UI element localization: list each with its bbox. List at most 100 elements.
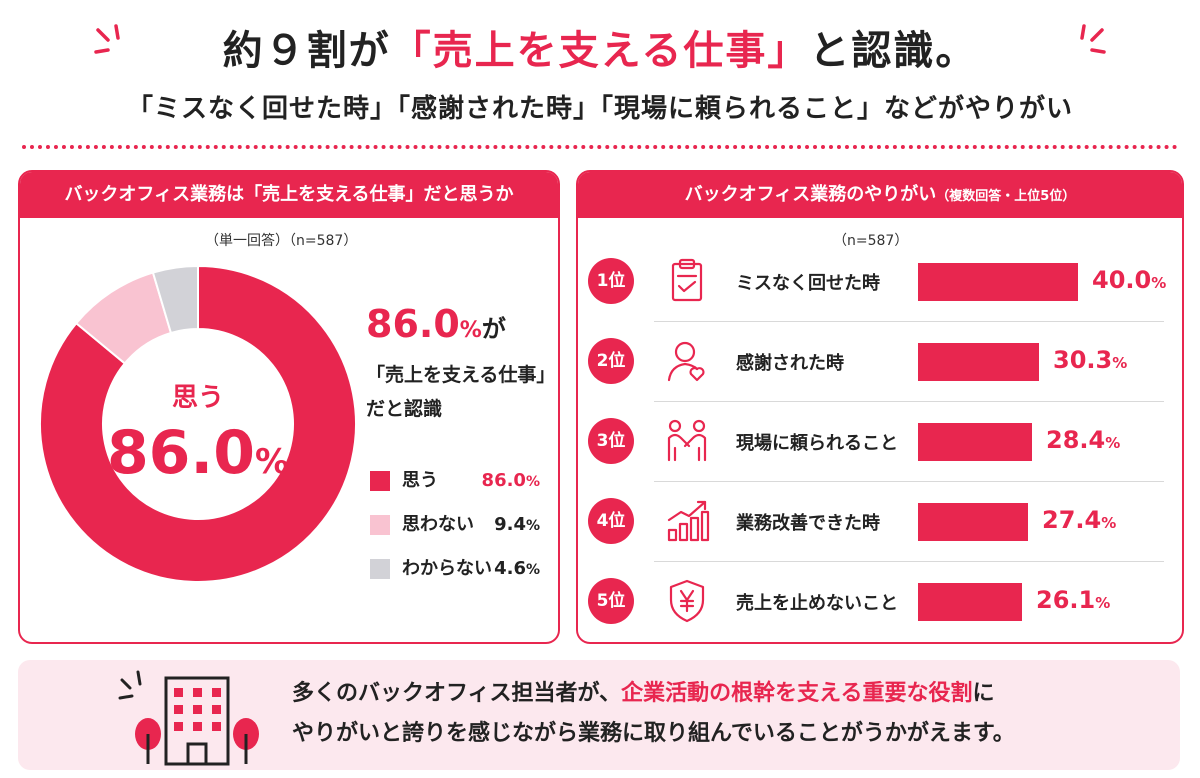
donut-legend: 思う 86.0% 思わない 9.4% わからない 4.6%: [370, 466, 540, 598]
rank-value-number: 26.1: [1036, 586, 1096, 614]
rank-label: 感謝された時: [736, 353, 844, 374]
rank-value-unit: %: [1105, 434, 1121, 452]
summary-line1-pre: 多くのバックオフィス担当者が、: [292, 681, 622, 706]
summary-box: 多くのバックオフィス担当者が、企業活動の根幹を支える重要な役割に やりがいと誇り…: [18, 660, 1180, 770]
person-heart-icon: [667, 341, 705, 382]
left-panel-heading: バックオフィス業務は「売上を支える仕事」だと思うか: [20, 172, 558, 218]
rank-bar: [918, 423, 1032, 461]
rank-separator: [654, 401, 1164, 402]
rank-value: 27.4%: [1042, 506, 1116, 534]
legend-swatch: [370, 559, 390, 579]
rank-separator: [654, 561, 1164, 562]
rank-value: 40.0%: [1092, 266, 1166, 294]
rank-badge: 4位: [588, 498, 634, 544]
rank-row: 1位 ミスなく回せた時 40.0%: [578, 242, 1182, 322]
page-subtitle: 「ミスなく回せた時」「感謝された時」「現場に頼られること」などがやりがい: [126, 94, 1073, 124]
donut-center-label: 思う: [171, 383, 224, 413]
legend-label: 思わない: [402, 514, 474, 535]
rank-bar: [918, 343, 1039, 381]
rank-badge: 3位: [588, 418, 634, 464]
rank-value-unit: %: [1151, 274, 1167, 292]
legend-value-number: 86.0: [481, 470, 526, 491]
legend-value-number: 9.4: [494, 514, 526, 535]
title-post: と認識。: [809, 28, 978, 74]
rank-badge: 2位: [588, 338, 634, 384]
donut-slice-1: [39, 264, 357, 583]
rank-row: 5位 売上を止めないこと 26.1%: [578, 562, 1182, 642]
left-panel: バックオフィス業務は「売上を支える仕事」だと思うか （単一回答）（n=587） …: [18, 170, 560, 644]
rank-value-number: 27.4: [1042, 506, 1102, 534]
legend-value-number: 4.6: [494, 558, 526, 579]
right-panel-note: （n=587）: [833, 233, 909, 249]
rank-badge: 5位: [588, 578, 634, 624]
rank-label: 業務改善できた時: [736, 513, 880, 534]
rank-value: 26.1%: [1036, 586, 1110, 614]
rank-value-unit: %: [1101, 514, 1117, 532]
rank-separator: [654, 481, 1164, 482]
legend-swatch: [370, 515, 390, 535]
donut-slice-3: [151, 264, 199, 335]
sparkle-right-icon: [1080, 24, 1106, 54]
clipboard-check-icon: [671, 258, 703, 302]
office-building-icon: [118, 670, 259, 766]
title-pre: 約９割が: [222, 28, 391, 74]
right-panel-title-note: （複数回答・上位5位）: [936, 189, 1076, 204]
summary-line1-post: に: [972, 681, 995, 706]
legend-label: わからない: [402, 558, 492, 579]
rank-row: 3位 現場に頼られること 28.4%: [578, 402, 1182, 482]
page-title: 約９割が「売上を支える仕事」と認識。: [0, 18, 1200, 76]
legend-value-unit: %: [525, 518, 540, 534]
highlight-suffix: が: [481, 315, 506, 343]
legend-value-unit: %: [525, 474, 540, 490]
legend-value: 4.6%: [494, 554, 540, 585]
sparkle-left-icon: [94, 24, 120, 54]
rank-label: ミスなく回せた時: [736, 273, 880, 294]
rank-value: 30.3%: [1053, 346, 1127, 374]
legend-value: 86.0%: [482, 466, 540, 497]
rank-bar: [918, 583, 1022, 621]
donut-center-number: 86.0: [106, 418, 255, 488]
highlight-percentage: 86.0%が: [366, 302, 506, 346]
handshake-icon: [667, 419, 707, 462]
highlight-unit: %: [459, 318, 482, 343]
donut-chart: [39, 264, 357, 583]
title-highlight: 「売上を支える仕事」: [390, 28, 810, 74]
rank-row: 2位 感謝された時 30.3%: [578, 322, 1182, 402]
rank-value-number: 40.0: [1092, 266, 1152, 294]
highlight-value: 86.0: [366, 302, 460, 346]
legend-swatch: [370, 471, 390, 491]
donut-center-unit: %: [254, 442, 290, 482]
right-panel: バックオフィス業務のやりがい（複数回答・上位5位） （n=587） 1位 ミスなく…: [576, 170, 1184, 644]
rank-bar: [918, 263, 1078, 301]
donut-center-value: 86.0%: [38, 418, 358, 488]
summary-line1: 多くのバックオフィス担当者が、企業活動の根幹を支える重要な役割に: [292, 674, 1015, 714]
rank-value-unit: %: [1112, 354, 1128, 372]
summary-line2: やりがいと誇りを感じながら業務に取り組んでいることがうかがえます。: [292, 721, 1015, 746]
rank-label: 売上を止めないこと: [736, 593, 898, 614]
legend-item: 思わない 9.4%: [370, 510, 540, 540]
left-panel-note: （単一回答）（n=587）: [205, 233, 358, 249]
rank-value-unit: %: [1095, 594, 1111, 612]
summary-line1-highlight: 企業活動の根幹を支える重要な役割: [621, 681, 973, 706]
rank-label: 現場に頼られること: [736, 433, 898, 454]
rank-row: 4位 業務改善できた時 27.4%: [578, 482, 1182, 562]
summary-text: 多くのバックオフィス担当者が、企業活動の根幹を支える重要な役割に やりがいと誇り…: [292, 674, 1015, 754]
rank-value-number: 28.4: [1046, 426, 1106, 454]
dotted-divider: [22, 145, 1178, 149]
right-panel-heading: バックオフィス業務のやりがい（複数回答・上位5位）: [578, 172, 1182, 218]
yen-shield-icon: [669, 579, 705, 623]
growth-chart-icon: [667, 500, 710, 542]
rank-separator: [654, 321, 1164, 322]
right-panel-title: バックオフィス業務のやりがい: [684, 184, 937, 205]
legend-item: 思う 86.0%: [370, 466, 540, 496]
rank-badge: 1位: [588, 258, 634, 304]
rank-value: 28.4%: [1046, 426, 1120, 454]
rank-bar: [918, 503, 1028, 541]
ranking-bar-chart: 1位 ミスなく回せた時 40.0% 2位 感謝された時 30.3% 3位 現場に頼られること 2…: [578, 242, 1182, 642]
highlight-desc-line1: 「売上を支える仕事」: [366, 364, 556, 386]
legend-value: 9.4%: [494, 510, 540, 541]
rank-value-number: 30.3: [1053, 346, 1113, 374]
legend-item: わからない 4.6%: [370, 554, 540, 584]
highlight-desc-line2: だと認識: [366, 398, 443, 420]
legend-label: 思う: [402, 470, 438, 491]
